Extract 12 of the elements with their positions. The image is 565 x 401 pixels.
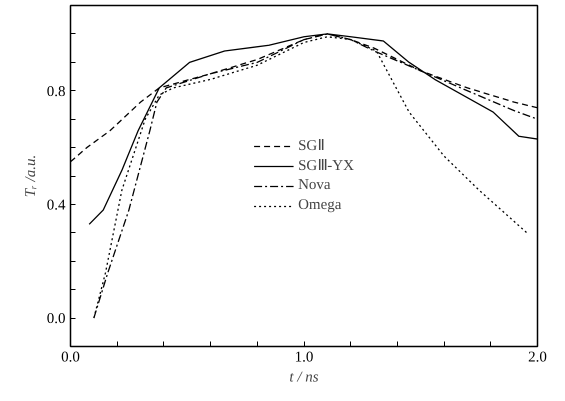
legend-label: SGⅢ-YX (298, 157, 354, 175)
x-tick-label: 0.0 (61, 350, 80, 366)
legend-label: Nova (298, 177, 331, 194)
x-tick-label: 2.0 (528, 350, 547, 366)
x-tick-label: 1.0 (294, 350, 314, 366)
legend-label: SGⅡ (298, 137, 324, 155)
legend-label: Omega (298, 197, 342, 214)
y-tick-label: 0.8 (46, 84, 66, 100)
y-tick-label: 0.0 (46, 311, 66, 328)
y-tick-label: 0.4 (46, 197, 66, 214)
y-axis-title: Tᵣ /a.u. (22, 154, 39, 198)
x-axis-title: t / ns (289, 370, 319, 386)
